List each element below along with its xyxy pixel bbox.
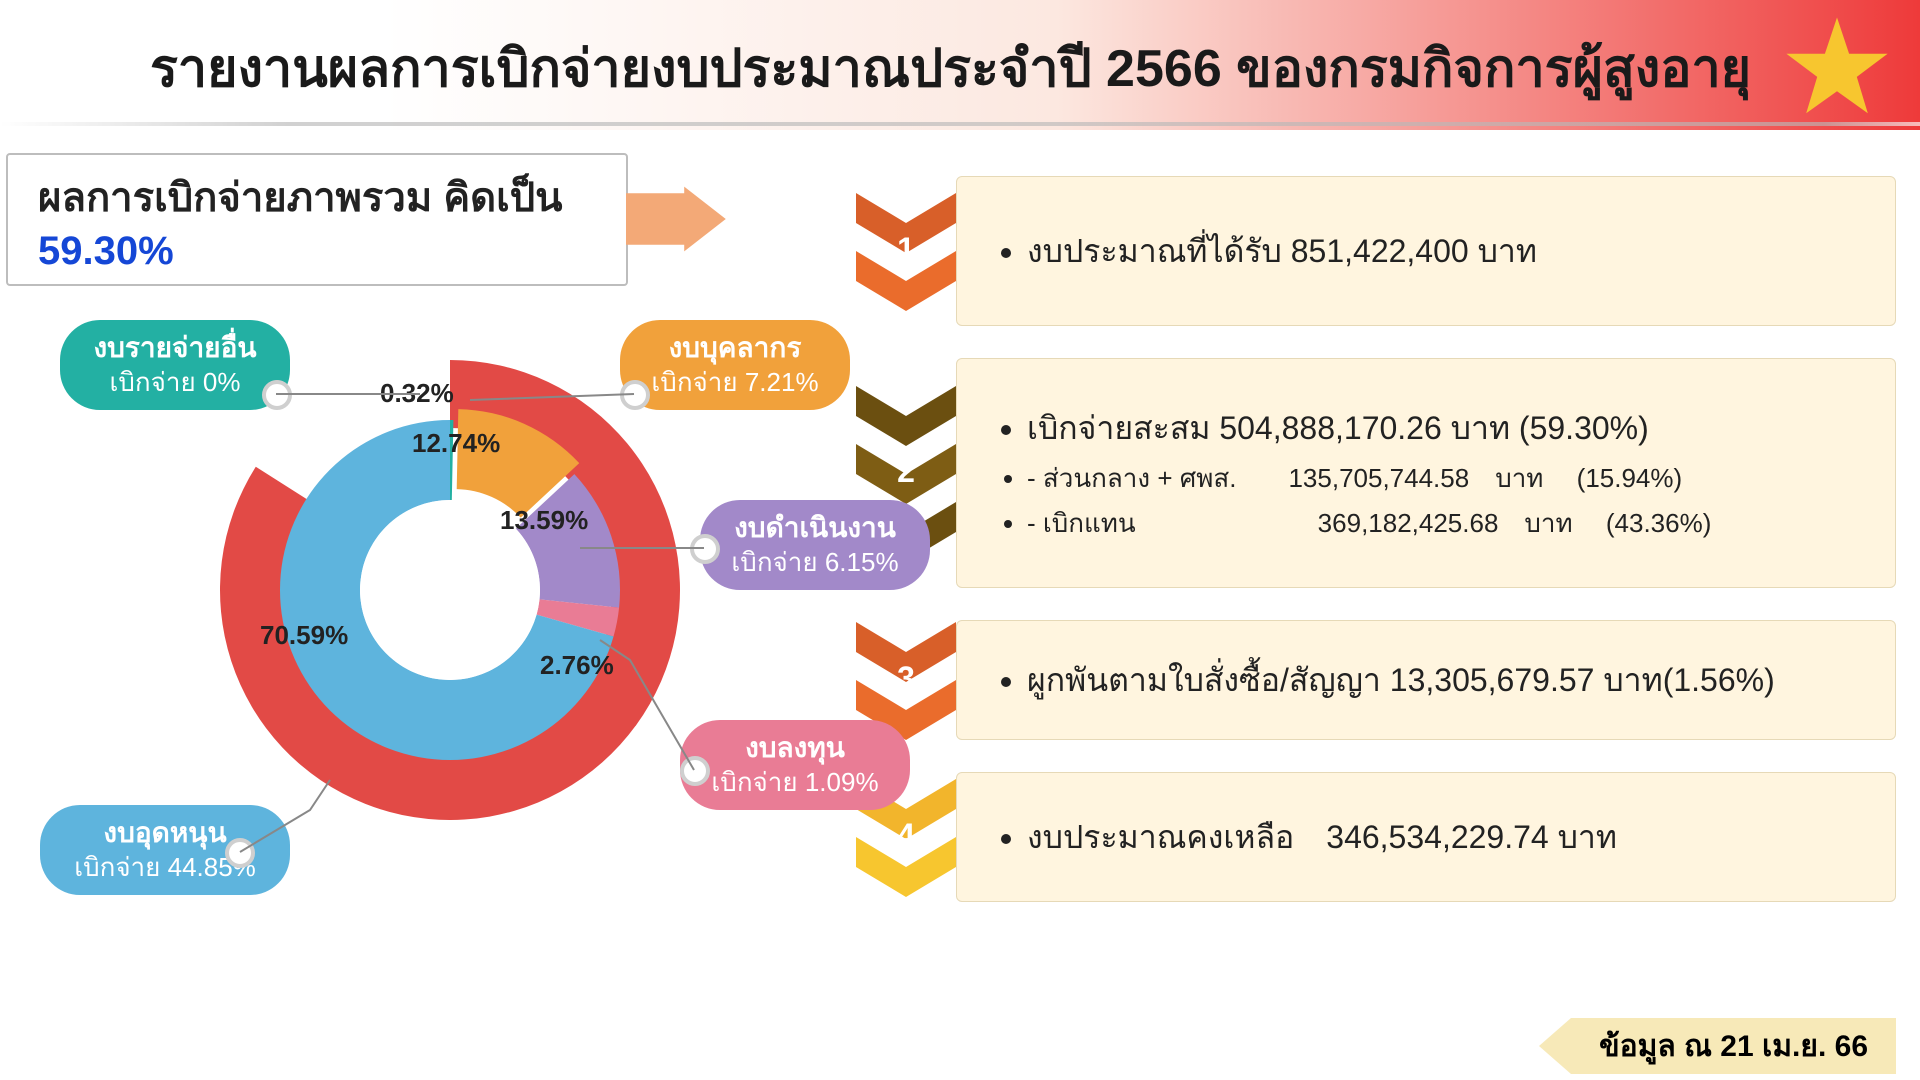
summary-text: ผลการเบิกจ่ายภาพรวม คิดเป็น 59.30%	[6, 153, 628, 286]
item-body: ผูกพันตามใบสั่งซื้อ/สัญญา 13,305,679.57 …	[956, 620, 1896, 740]
arrow-right-icon	[626, 180, 726, 258]
item-line: งบประมาณที่ได้รับ 851,422,400 บาท	[1027, 226, 1865, 277]
item-body: งบประมาณคงเหลือ 346,534,229.74 บาท	[956, 772, 1896, 902]
star-icon	[1782, 12, 1892, 122]
budget-item-2: 2เบิกจ่ายสะสม 504,888,170.26 บาท (59.30%…	[856, 358, 1896, 588]
item-subline: - เบิกแทน 369,182,425.68 บาท (43.36%)	[1027, 503, 1865, 544]
item-body: งบประมาณที่ได้รับ 851,422,400 บาท	[956, 176, 1896, 326]
summary-percent: 59.30%	[38, 229, 174, 273]
donut-chart: 0.32% 12.74% 13.59% 2.76% 70.59% งบรายจ่…	[0, 320, 930, 1060]
item-body: เบิกจ่ายสะสม 504,888,170.26 บาท (59.30%)…	[956, 358, 1896, 588]
item-line: งบประมาณคงเหลือ 346,534,229.74 บาท	[1027, 812, 1865, 863]
summary-banner: ผลการเบิกจ่ายภาพรวม คิดเป็น 59.30%	[6, 180, 726, 258]
item-line: เบิกจ่ายสะสม 504,888,170.26 บาท (59.30%)	[1027, 403, 1865, 454]
budget-item-3: 3ผูกพันตามใบสั่งซื้อ/สัญญา 13,305,679.57…	[856, 620, 1896, 740]
data-date-tag: ข้อมูล ณ 21 เม.ย. 66	[1539, 1018, 1896, 1074]
budget-items: 1 งบประมาณที่ได้รับ 851,422,400 บาท 2เบิกจ…	[856, 176, 1896, 934]
date-tag-label: ข้อมูล ณ 21 เม.ย. 66	[1571, 1018, 1896, 1074]
header-underline	[0, 122, 1920, 126]
date-tag-tail	[1539, 1018, 1571, 1074]
item-subline: - ส่วนกลาง + ศพส. 135,705,744.58 บาท (15…	[1027, 458, 1865, 499]
summary-label: ผลการเบิกจ่ายภาพรวม คิดเป็น	[38, 176, 563, 220]
item-number: 1	[856, 231, 956, 268]
leader-lines	[0, 320, 930, 1060]
header: รายงานผลการเบิกจ่ายงบประมาณประจำปี 2566 …	[0, 0, 1920, 130]
page-title: รายงานผลการเบิกจ่ายงบประมาณประจำปี 2566 …	[150, 26, 1751, 109]
item-line: ผูกพันตามใบสั่งซื้อ/สัญญา 13,305,679.57 …	[1027, 655, 1865, 706]
budget-item-4: 4งบประมาณคงเหลือ 346,534,229.74 บาท	[856, 772, 1896, 902]
budget-item-1: 1 งบประมาณที่ได้รับ 851,422,400 บาท	[856, 176, 1896, 326]
